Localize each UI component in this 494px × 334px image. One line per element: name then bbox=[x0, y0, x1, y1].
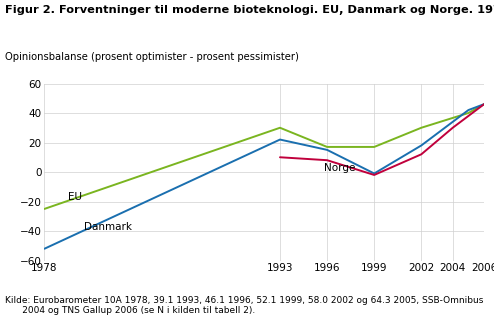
Text: EU: EU bbox=[68, 192, 82, 202]
Text: Kilde: Eurobarometer 10A 1978, 39.1 1993, 46.1 1996, 52.1 1999, 58.0 2002 og 64.: Kilde: Eurobarometer 10A 1978, 39.1 1993… bbox=[5, 296, 483, 315]
Text: Opinionsbalanse (prosent optimister - prosent pessimister): Opinionsbalanse (prosent optimister - pr… bbox=[5, 52, 299, 62]
Text: Norge: Norge bbox=[324, 163, 355, 173]
Text: Danmark: Danmark bbox=[83, 221, 132, 231]
Text: Figur 2. Forventninger til moderne bioteknologi. EU, Danmark og Norge. 1978-2006: Figur 2. Forventninger til moderne biote… bbox=[5, 5, 494, 15]
